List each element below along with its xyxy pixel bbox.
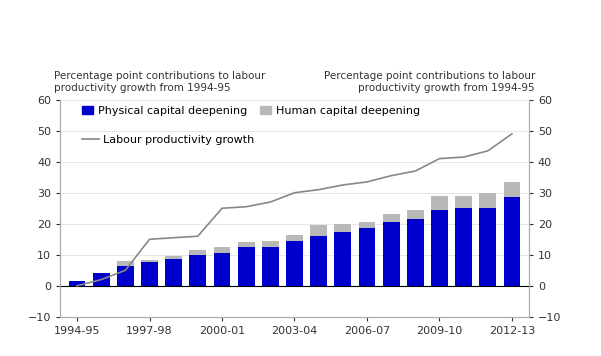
Bar bbox=[286, 241, 303, 286]
Bar bbox=[213, 247, 230, 253]
Bar bbox=[238, 247, 255, 286]
Bar bbox=[238, 242, 255, 247]
Bar bbox=[117, 266, 134, 286]
Text: Percentage point contributions to labour
productivity growth from 1994-95: Percentage point contributions to labour… bbox=[323, 71, 535, 93]
Bar bbox=[93, 273, 109, 286]
Bar bbox=[117, 261, 134, 266]
Bar bbox=[455, 196, 472, 208]
Bar bbox=[141, 262, 158, 286]
Bar bbox=[383, 222, 400, 286]
Bar bbox=[262, 247, 279, 286]
Bar bbox=[480, 208, 496, 286]
Bar bbox=[141, 260, 158, 262]
Bar bbox=[334, 231, 351, 286]
Bar bbox=[359, 222, 376, 229]
Bar bbox=[504, 197, 520, 286]
Bar bbox=[504, 182, 520, 197]
Legend: Labour productivity growth: Labour productivity growth bbox=[78, 130, 259, 149]
Bar bbox=[189, 250, 206, 255]
Bar bbox=[383, 214, 400, 222]
Bar bbox=[359, 229, 376, 286]
Bar bbox=[69, 281, 85, 286]
Bar bbox=[431, 196, 448, 210]
Bar bbox=[165, 256, 182, 260]
Bar bbox=[189, 255, 206, 286]
Bar bbox=[262, 241, 279, 247]
Legend: Physical capital deepening, Human capital deepening: Physical capital deepening, Human capita… bbox=[78, 102, 424, 121]
Bar bbox=[213, 253, 230, 286]
Bar bbox=[310, 236, 327, 286]
Bar bbox=[407, 210, 424, 219]
Bar bbox=[455, 208, 472, 286]
Text: Percentage point contributions to labour
productivity growth from 1994-95: Percentage point contributions to labour… bbox=[54, 71, 266, 93]
Bar bbox=[480, 193, 496, 208]
Bar bbox=[407, 219, 424, 286]
Bar bbox=[286, 235, 303, 241]
Bar bbox=[334, 224, 351, 231]
Bar bbox=[431, 210, 448, 286]
Bar bbox=[165, 260, 182, 286]
Bar bbox=[310, 225, 327, 236]
